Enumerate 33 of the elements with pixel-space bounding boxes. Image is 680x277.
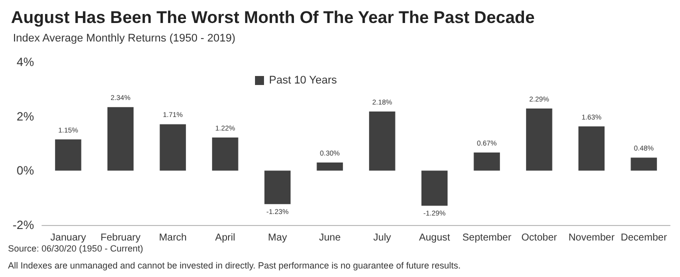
text: All Indexes are unmanaged and cannot be invested in directly. Past performance is no guarantee of future results.: [8, 260, 461, 270]
bar: [212, 138, 238, 171]
x-tick-label: April: [215, 232, 236, 244]
bar: [526, 108, 552, 171]
x-tick-label: September: [462, 232, 512, 244]
y-tick-label: 4%: [16, 55, 34, 69]
bar: [160, 124, 186, 171]
y-tick-label: 2%: [16, 109, 34, 124]
x-tick-label: November: [568, 232, 616, 244]
source-note: Source: 06/30/20 (1950 - Current): [8, 244, 144, 254]
y-tick-label: -2%: [12, 218, 34, 232]
bar: [578, 126, 605, 171]
x-tick-label: March: [158, 232, 187, 244]
y-tick-label: 0%: [16, 164, 34, 178]
x-tick-label: July: [373, 232, 392, 244]
x-tick-label: December: [620, 232, 668, 244]
x-tick-label: October: [521, 232, 558, 244]
x-tick-label: June: [318, 232, 342, 244]
chart-title: August Has Been The Worst Month Of The Year The Past Decade: [11, 8, 535, 27]
bar: [55, 139, 82, 171]
bar: [630, 158, 657, 171]
bar: [264, 170, 291, 204]
chart-subtitle: Index Average Monthly Returns (1950 - 2019): [13, 32, 236, 44]
x-tick-label: August: [418, 232, 450, 244]
x-tick-label: January: [50, 232, 86, 244]
bar: [316, 162, 343, 171]
bar: [474, 152, 500, 171]
bar: [369, 111, 396, 171]
x-tick-label: February: [100, 232, 141, 244]
bar: [107, 107, 134, 171]
legend-label: Past 10 Years: [269, 74, 338, 86]
bar: [421, 170, 448, 206]
x-tick-label: May: [268, 232, 287, 244]
